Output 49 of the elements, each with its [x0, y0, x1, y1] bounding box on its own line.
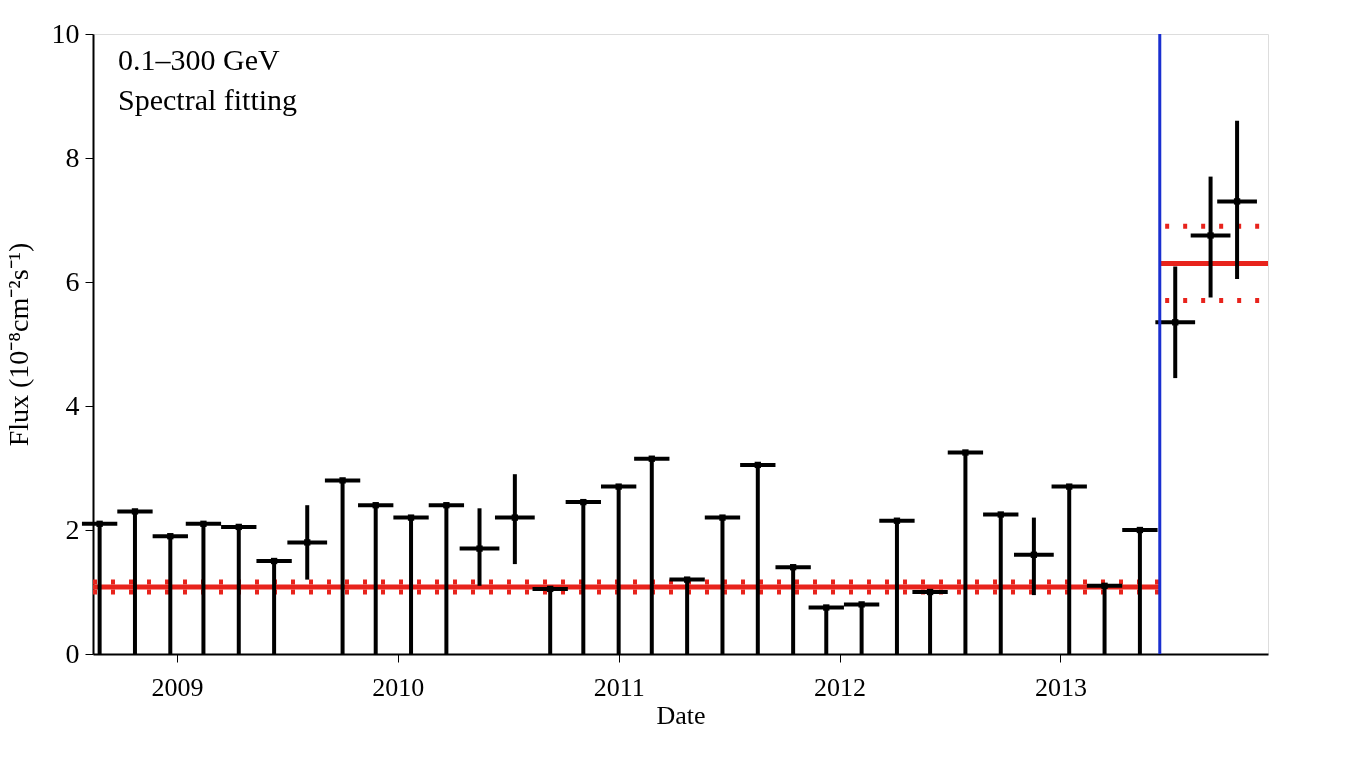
x-tick-label: 2012 [814, 672, 867, 702]
point [1066, 483, 1073, 490]
point [1101, 582, 1108, 589]
annotation: 0.1–300 GeV [118, 43, 280, 76]
point [200, 520, 207, 527]
y-tick-label: 4 [65, 389, 80, 421]
point [372, 502, 379, 509]
point [131, 508, 139, 515]
point [96, 520, 103, 527]
point [1030, 551, 1038, 558]
y-tick-label: 8 [65, 141, 80, 173]
point [167, 533, 174, 540]
point [823, 604, 830, 611]
point [683, 576, 691, 583]
point [304, 539, 311, 546]
point [547, 585, 554, 593]
x-tick-label: 2011 [593, 672, 645, 702]
point [997, 511, 1004, 518]
point [962, 449, 969, 456]
point [648, 455, 655, 462]
x-tick-label: 2010 [372, 672, 425, 702]
x-tick-label: 2009 [151, 672, 204, 702]
point [1172, 319, 1179, 326]
y-tick-label: 0 [65, 637, 80, 669]
point [1136, 526, 1144, 534]
point [754, 461, 761, 469]
point [719, 514, 726, 521]
point [511, 514, 519, 521]
annotation: Spectral fitting [118, 83, 298, 116]
point [1207, 232, 1214, 239]
point [615, 483, 622, 490]
point [235, 523, 242, 531]
point [339, 477, 346, 484]
point [580, 498, 587, 506]
point [1233, 198, 1241, 205]
point [926, 588, 934, 596]
point [858, 601, 865, 608]
point [476, 545, 483, 552]
point [893, 517, 901, 524]
y-tick-label: 10 [51, 17, 80, 49]
y-tick-label: 2 [65, 513, 80, 545]
point [407, 514, 415, 521]
y-tick-label: 6 [65, 265, 80, 297]
point [443, 502, 450, 509]
y-axis-title: Flux (10⁻⁸cm⁻²s⁻¹) [2, 242, 34, 447]
x-tick-label: 2013 [1034, 672, 1087, 702]
point [789, 564, 797, 571]
point [270, 557, 278, 565]
x-axis-title: Date [656, 700, 706, 730]
